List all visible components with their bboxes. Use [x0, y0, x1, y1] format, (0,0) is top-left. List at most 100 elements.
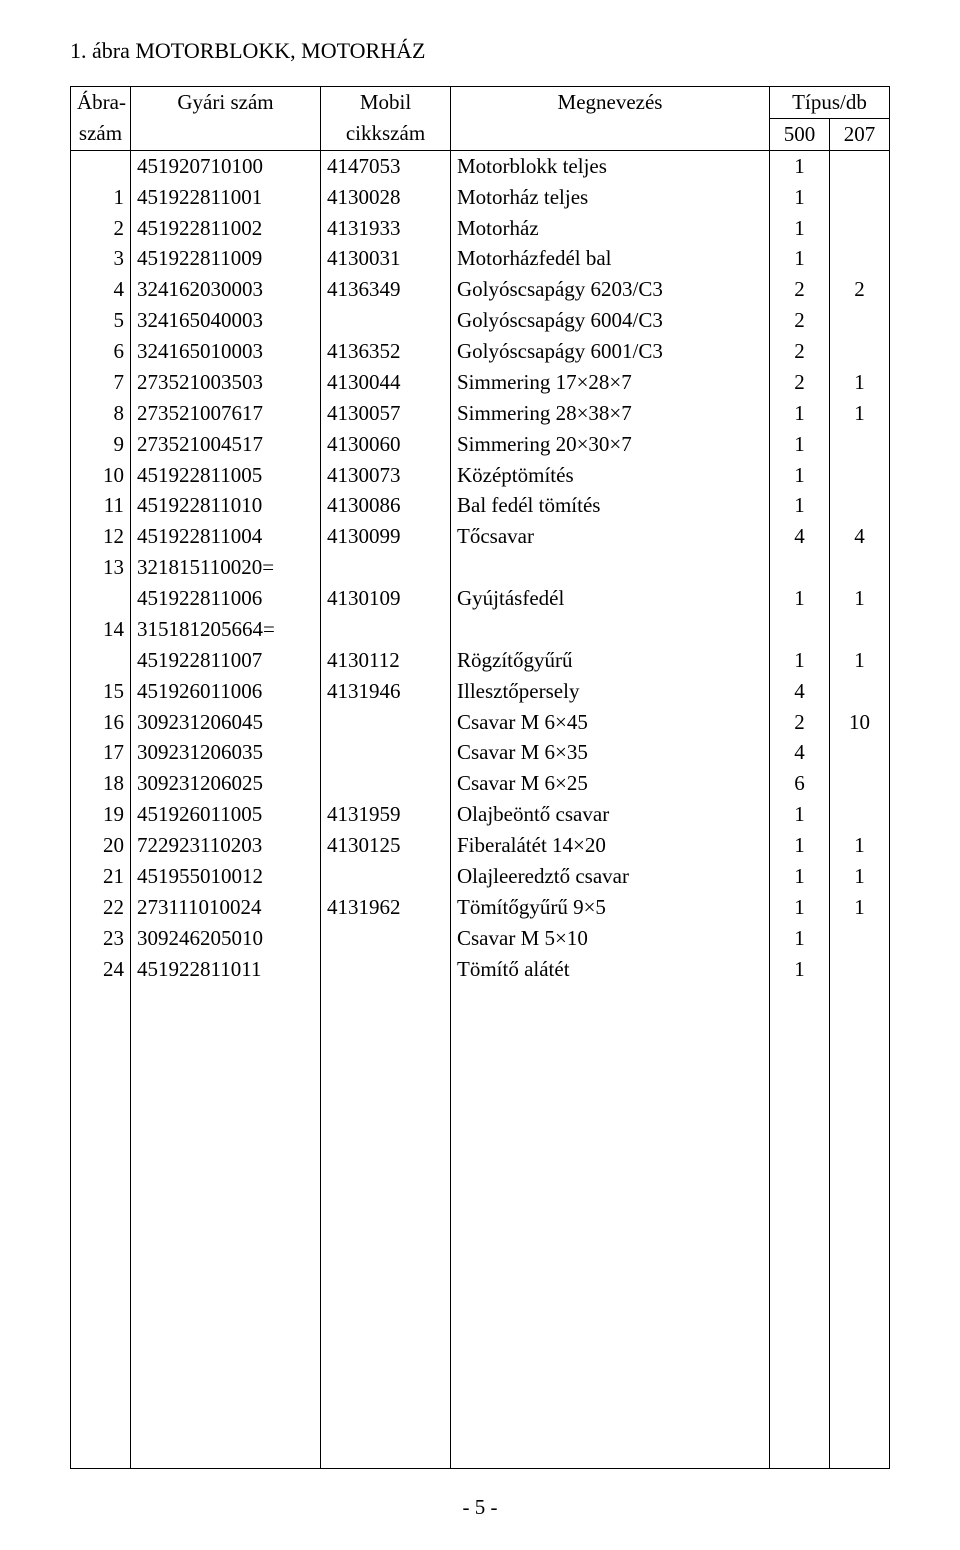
cell-megnevezes: Csavar M 6×45 [451, 707, 770, 738]
cell-abraszam: 19 [71, 799, 131, 830]
cell-207: 1 [829, 892, 889, 923]
table-row: 34519228110094130031Motorházfedél bal1 [71, 243, 890, 274]
cell-megnevezes: Fiberalátét 14×20 [451, 830, 770, 861]
cell-gyari-szam: 273111010024 [131, 892, 321, 923]
cell-mobil-cikkszam: 4130057 [321, 398, 451, 429]
cell-mobil-cikkszam: 4130125 [321, 830, 451, 861]
cell-207: 1 [829, 830, 889, 861]
cell-mobil-cikkszam: 4131933 [321, 213, 451, 244]
th-tipusdb: Típus/db [769, 87, 889, 119]
cell-207 [829, 737, 889, 768]
th-abraszam-2: szám [71, 118, 131, 150]
cell-abraszam: 6 [71, 336, 131, 367]
table-row: 222731110100244131962Tömítőgyűrű 9×511 [71, 892, 890, 923]
table-row: 16309231206045Csavar M 6×45210 [71, 707, 890, 738]
cell-megnevezes: Tömítőgyűrű 9×5 [451, 892, 770, 923]
cell-abraszam: 1 [71, 182, 131, 213]
cell-abraszam: 4 [71, 274, 131, 305]
cell-megnevezes: Simmering 28×38×7 [451, 398, 770, 429]
cell-mobil-cikkszam [321, 305, 451, 336]
cell-mobil-cikkszam: 4130099 [321, 521, 451, 552]
cell-abraszam: 20 [71, 830, 131, 861]
cell-500: 1 [769, 954, 829, 985]
cell-207 [829, 182, 889, 213]
cell-mobil-cikkszam: 4130060 [321, 429, 451, 460]
cell-gyari-szam: 309231206035 [131, 737, 321, 768]
cell-207 [829, 799, 889, 830]
th-abraszam-1: Ábra- [71, 87, 131, 119]
cell-megnevezes: Olajbeöntő csavar [451, 799, 770, 830]
cell-500: 1 [769, 213, 829, 244]
cell-gyari-szam: 324165040003 [131, 305, 321, 336]
cell-gyari-szam: 451926011006 [131, 676, 321, 707]
cell-mobil-cikkszam [321, 768, 451, 799]
cell-500 [769, 614, 829, 645]
th-mobil-2: cikkszám [321, 118, 451, 150]
table-row: 154519260110064131946Illesztőpersely4 [71, 676, 890, 707]
cell-207 [829, 768, 889, 799]
cell-mobil-cikkszam: 4131962 [321, 892, 451, 923]
cell-mobil-cikkszam [321, 954, 451, 985]
table-row: 14519228110014130028Motorház teljes1 [71, 182, 890, 213]
table-row: 14315181205664= [71, 614, 890, 645]
cell-500: 6 [769, 768, 829, 799]
parts-table: Ábra- Gyári szám Mobil Megnevezés Típus/… [70, 86, 890, 1469]
cell-abraszam: 9 [71, 429, 131, 460]
cell-gyari-szam: 451920710100 [131, 150, 321, 181]
cell-500: 4 [769, 521, 829, 552]
cell-207: 2 [829, 274, 889, 305]
cell-megnevezes: Motorblokk teljes [451, 150, 770, 181]
cell-megnevezes: Motorházfedél bal [451, 243, 770, 274]
cell-mobil-cikkszam: 4130073 [321, 460, 451, 491]
cell-207: 1 [829, 367, 889, 398]
cell-500: 1 [769, 398, 829, 429]
cell-megnevezes: Csavar M 5×10 [451, 923, 770, 954]
cell-mobil-cikkszam [321, 737, 451, 768]
table-body: 4519207101004147053Motorblokk teljes1145… [71, 150, 890, 1469]
cell-megnevezes: Tömítő alátét [451, 954, 770, 985]
cell-500: 1 [769, 583, 829, 614]
cell-abraszam [71, 150, 131, 181]
cell-mobil-cikkszam: 4136349 [321, 274, 451, 305]
cell-abraszam: 13 [71, 552, 131, 583]
table-row: 21451955010012Olajleeredztő csavar11 [71, 861, 890, 892]
cell-abraszam: 7 [71, 367, 131, 398]
cell-mobil-cikkszam: 4130109 [321, 583, 451, 614]
cell-abraszam: 21 [71, 861, 131, 892]
cell-megnevezes: Tőcsavar [451, 521, 770, 552]
cell-500: 1 [769, 830, 829, 861]
cell-abraszam: 22 [71, 892, 131, 923]
cell-mobil-cikkszam [321, 861, 451, 892]
cell-gyari-szam: 273521003503 [131, 367, 321, 398]
cell-mobil-cikkszam: 4131959 [321, 799, 451, 830]
table-row: 207229231102034130125Fiberalátét 14×2011 [71, 830, 890, 861]
cell-mobil-cikkszam [321, 614, 451, 645]
table-row: 23309246205010Csavar M 5×101 [71, 923, 890, 954]
cell-megnevezes: Simmering 20×30×7 [451, 429, 770, 460]
cell-gyari-szam: 722923110203 [131, 830, 321, 861]
table-row: 24519228110024131933Motorház1 [71, 213, 890, 244]
cell-megnevezes: Golyóscsapágy 6203/C3 [451, 274, 770, 305]
cell-abraszam [71, 583, 131, 614]
cell-megnevezes: Golyóscsapágy 6004/C3 [451, 305, 770, 336]
table-row: 18309231206025Csavar M 6×256 [71, 768, 890, 799]
cell-207 [829, 213, 889, 244]
cell-megnevezes: Olajleeredztő csavar [451, 861, 770, 892]
cell-mobil-cikkszam: 4130112 [321, 645, 451, 676]
cell-abraszam: 23 [71, 923, 131, 954]
cell-megnevezes: Csavar M 6×35 [451, 737, 770, 768]
table-row: 4519207101004147053Motorblokk teljes1 [71, 150, 890, 181]
cell-gyari-szam: 451922811006 [131, 583, 321, 614]
cell-500: 1 [769, 892, 829, 923]
page-title: 1. ábra MOTORBLOKK, MOTORHÁZ [70, 38, 890, 64]
cell-500: 1 [769, 429, 829, 460]
cell-megnevezes: Golyóscsapágy 6001/C3 [451, 336, 770, 367]
cell-abraszam: 24 [71, 954, 131, 985]
cell-megnevezes: Illesztőpersely [451, 676, 770, 707]
table-row: 72735210035034130044Simmering 17×28×721 [71, 367, 890, 398]
cell-207: 10 [829, 707, 889, 738]
cell-500: 1 [769, 923, 829, 954]
cell-gyari-szam: 451922811009 [131, 243, 321, 274]
table-row: 13321815110020= [71, 552, 890, 583]
cell-207 [829, 243, 889, 274]
